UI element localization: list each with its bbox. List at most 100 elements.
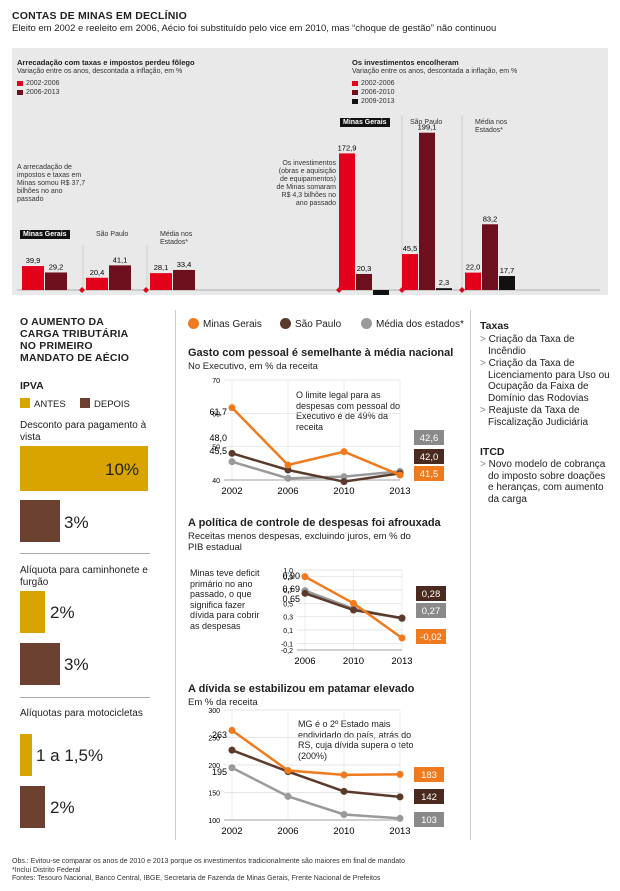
bar: [436, 288, 452, 290]
series-point: [398, 634, 406, 642]
series-point: [284, 474, 292, 482]
series-point: [350, 599, 357, 607]
x-tick-label: 2002: [221, 826, 242, 837]
y-tick-label: 70: [212, 378, 220, 385]
series-point: [350, 606, 357, 614]
y-tick-label: 100: [208, 818, 220, 825]
before-value: 1 a 1,5%: [36, 746, 104, 765]
series-point: [228, 404, 236, 412]
after-value: 3%: [64, 655, 89, 674]
list-item: > Reajuste da Taxa de Fiscalização Judic…: [480, 405, 589, 428]
left-heading: O AUMENTO DA CARGA TRIBUTÁRIA NO PRIMEIR…: [20, 316, 130, 364]
series-end-box: [416, 629, 446, 644]
tr-group-media: Média nos Estados*: [475, 119, 508, 134]
x-tick-label: 2013: [389, 826, 410, 837]
legend-media: Média dos estados*: [361, 318, 464, 330]
series-start-label: 61,7: [209, 407, 227, 417]
tr-group-minas-tag: Minas Gerais: [340, 118, 390, 127]
series-point: [340, 473, 348, 481]
marker-diamond: [459, 287, 465, 293]
series-start-label: 263: [212, 730, 227, 740]
series-end-box: [414, 789, 444, 804]
tl-legend-0: 2002-2006: [17, 80, 59, 88]
left-legend-after: DEPOIS: [80, 398, 130, 410]
series-end-box: [416, 586, 446, 601]
y-tick-label: 300: [208, 708, 220, 715]
series-start-label: 0,69: [282, 584, 300, 594]
tr-legend-0: 2002-2006: [352, 80, 394, 88]
bar: [402, 254, 418, 290]
series-point: [228, 449, 236, 457]
footer-fontes: Fontes: Tesouro Nacional, Banco Central,…: [12, 875, 381, 882]
y-tick-label: 60: [212, 411, 220, 418]
series-point: [284, 792, 292, 800]
series-start-label: 195: [212, 767, 227, 777]
bar-value-label: 2,3: [439, 278, 449, 287]
series-point: [396, 770, 404, 778]
top-panel: [12, 48, 608, 295]
x-tick-label: 2010: [333, 826, 354, 837]
series-end-label: 42,6: [420, 433, 439, 444]
x-tick-label: 2013: [391, 656, 412, 667]
series-end-label: -0,02: [420, 632, 442, 643]
bar-value-label: 41,1: [113, 255, 128, 264]
bar-value-label: 83,2: [483, 214, 498, 223]
bar: [45, 272, 67, 290]
legend-swatch: [352, 98, 358, 104]
series-point: [396, 814, 404, 822]
before-bar: [20, 446, 148, 491]
chart2-subtitle: Receitas menos despesas, excluindo juros…: [188, 531, 411, 553]
legend-dot: [280, 318, 291, 329]
legend-minas: Minas Gerais: [188, 318, 262, 330]
chart1-title: Gasto com pessoal é semelhante à média n…: [188, 347, 454, 359]
tl-group-sp: São Paulo: [96, 231, 129, 238]
chevron-right-icon: >: [480, 459, 489, 470]
series-end-box: [414, 430, 444, 445]
legend-swatch: [17, 80, 23, 86]
itcd-list: > Novo modelo de cobrança do imposto sob…: [480, 459, 612, 505]
y-tick-label: 0,7: [283, 588, 293, 595]
series-start-label: 48,0: [209, 433, 227, 443]
series-point: [340, 478, 348, 486]
before-value: 2%: [50, 603, 75, 622]
bar: [356, 273, 372, 290]
after-bar: [20, 643, 60, 685]
series-point: [340, 448, 348, 456]
series-point: [228, 458, 236, 466]
series-end-box: [414, 466, 444, 481]
legend-swatch: [17, 89, 23, 95]
ipva-label: IPVA: [20, 380, 44, 392]
itcd-title: ITCD: [480, 446, 505, 458]
chevron-right-icon: >: [480, 334, 489, 345]
list-item: > Novo modelo de cobrança do imposto sob…: [480, 459, 606, 505]
legend-swatch: [352, 89, 358, 95]
divider: [20, 553, 150, 554]
tl-group-media: Média nos Estados*: [160, 231, 193, 246]
divider: [20, 697, 150, 698]
series-end-label: 183: [421, 770, 437, 781]
taxas-title: Taxas: [480, 320, 509, 332]
series-start-label: 45,5: [209, 446, 227, 456]
tr-legend-2: 2009-2013: [352, 98, 394, 106]
y-tick-label: 0,1: [283, 628, 293, 635]
legend-dot: [188, 318, 199, 329]
x-tick-label: 2002: [221, 486, 242, 497]
tr-subtitle: Variação entre os anos, descontada a inf…: [352, 68, 518, 75]
column-divider: [175, 310, 176, 840]
after-value: 2%: [50, 798, 75, 817]
series-point: [301, 573, 309, 581]
bar: [465, 272, 481, 290]
series-point: [396, 471, 404, 479]
chart2-title: A política de controle de despesas foi a…: [188, 517, 441, 529]
series-end-label: 0,28: [422, 589, 441, 600]
series-end-label: 142: [421, 792, 437, 803]
bar-value-label: 20,3: [357, 264, 372, 273]
bar-value-label: 33,4: [177, 260, 192, 269]
series-end-label: 103: [421, 815, 437, 826]
column-divider: [470, 310, 471, 840]
y-tick-label: -0,2: [281, 648, 293, 655]
bar: [109, 265, 131, 290]
series-end-box: [414, 767, 444, 782]
series-end-box: [414, 812, 444, 827]
y-tick-label: 0,3: [283, 615, 293, 622]
